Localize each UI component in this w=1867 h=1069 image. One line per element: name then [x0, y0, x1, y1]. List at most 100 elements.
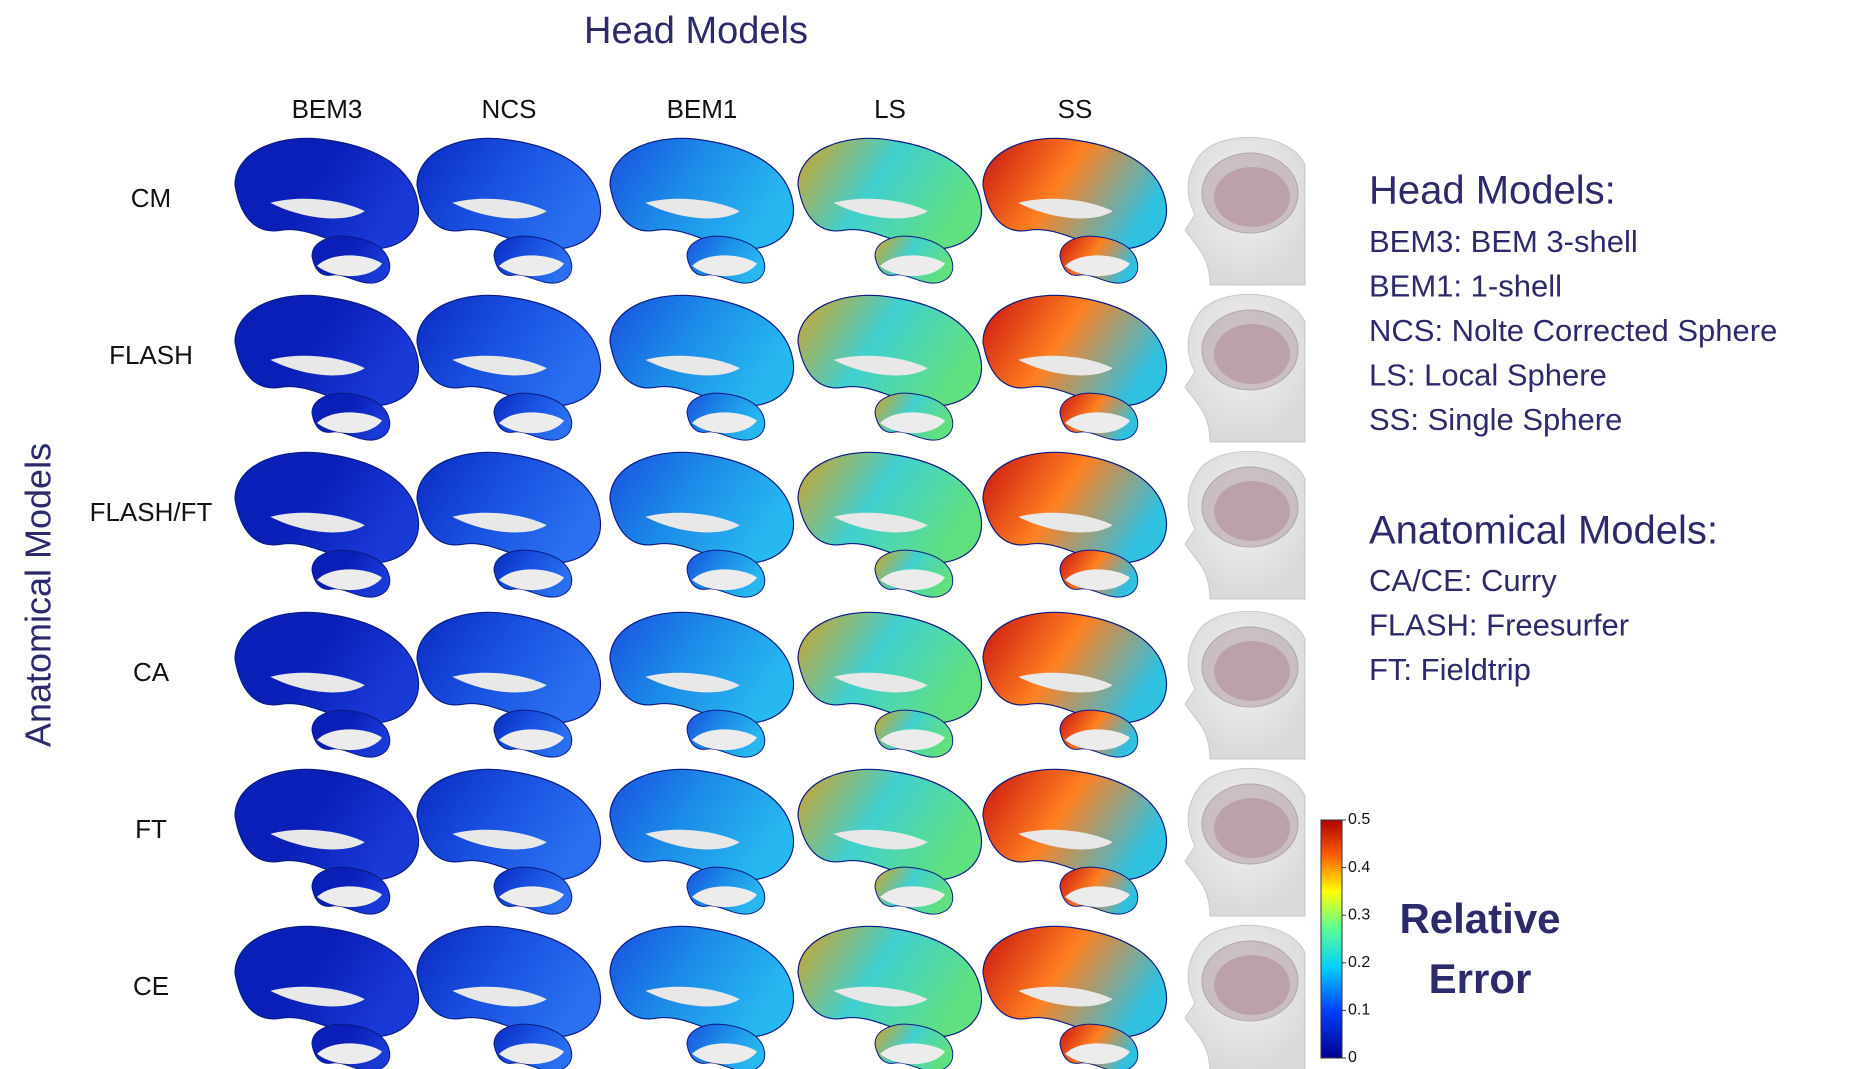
cortex [609, 451, 795, 564]
brain-lateral [609, 137, 795, 250]
brain-lateral [416, 451, 602, 564]
medial-wall [645, 198, 740, 219]
cortex [234, 611, 420, 724]
brain-lateral [797, 925, 983, 1038]
brain-lateral [416, 294, 602, 407]
brain-lateral [234, 611, 420, 724]
row-header: CE [133, 971, 169, 1001]
brain-lateral [982, 768, 1168, 881]
medial-wall [317, 886, 382, 908]
brain-lateral [234, 137, 420, 250]
brain-inner [1214, 798, 1290, 858]
medial-wall [833, 829, 928, 850]
medial-wall [880, 729, 945, 751]
legend-item: LS: Local Sphere [1369, 358, 1607, 393]
medial-wall [1065, 886, 1130, 908]
brain-medial [1059, 235, 1139, 284]
medial-wall [645, 986, 740, 1007]
brain-lateral [416, 137, 602, 250]
medial-wall [880, 569, 945, 591]
cortex [797, 137, 983, 250]
legend-item: FT: Fieldtrip [1369, 652, 1531, 687]
legend-item: BEM1: 1-shell [1369, 269, 1562, 304]
cortex [234, 451, 420, 564]
medial-wall [692, 886, 757, 908]
brain-lateral [609, 768, 795, 881]
brain-medial [874, 235, 954, 284]
medial-wall [833, 198, 928, 219]
brain-lateral [416, 768, 602, 881]
colorbar-tick-label: 0.3 [1348, 906, 1370, 923]
cortex [982, 137, 1168, 250]
brain-lateral [797, 451, 983, 564]
y-axis-label: Anatomical Models [18, 443, 59, 747]
medial-wall [317, 729, 382, 751]
medial-wall [499, 569, 564, 591]
brain-medial [311, 866, 391, 915]
medial-wall [499, 1043, 564, 1065]
medial-wall [270, 512, 365, 533]
brain-medial [493, 549, 573, 598]
row-header: FLASH/FT [90, 497, 213, 527]
brain-lateral [609, 925, 795, 1038]
medial-wall [1065, 569, 1130, 591]
brain-lateral [982, 451, 1168, 564]
medial-wall [317, 255, 382, 277]
brain-lateral [797, 768, 983, 881]
brain-inner [1214, 324, 1290, 384]
head-model [1184, 767, 1306, 917]
brain-medial [493, 866, 573, 915]
medial-wall [452, 512, 547, 533]
medial-wall [270, 355, 365, 376]
medial-wall [1018, 986, 1113, 1007]
cortex [982, 768, 1168, 881]
column-header: BEM1 [667, 94, 738, 124]
medial-wall [1018, 512, 1113, 533]
medial-wall [317, 1043, 382, 1065]
brain-medial [686, 549, 766, 598]
medial-wall [880, 886, 945, 908]
row-header: FT [135, 814, 167, 844]
brain-lateral [982, 611, 1168, 724]
cortex [416, 768, 602, 881]
legend-heading: Anatomical Models: [1369, 509, 1718, 553]
medial-wall [317, 412, 382, 434]
medial-wall [1018, 672, 1113, 693]
medial-wall [833, 672, 928, 693]
medial-wall [1065, 1043, 1130, 1065]
brain-inner [1214, 955, 1290, 1015]
brain-medial [493, 709, 573, 758]
medial-wall [1065, 412, 1130, 434]
medial-wall [317, 569, 382, 591]
brain-lateral [416, 925, 602, 1038]
brain-medial [874, 709, 954, 758]
row-header: FLASH [109, 340, 193, 370]
cortex [609, 925, 795, 1038]
brain-lateral [982, 925, 1168, 1038]
medial-wall [1018, 829, 1113, 850]
head-model [1184, 450, 1306, 600]
brain-medial [311, 709, 391, 758]
brain-medial [874, 549, 954, 598]
brain-medial [1059, 392, 1139, 441]
medial-wall [452, 672, 547, 693]
colorbar-label: Relative [1399, 895, 1560, 942]
title: Head Models [584, 10, 808, 52]
cortex [234, 137, 420, 250]
medial-wall [833, 986, 928, 1007]
legend-item: CA/CE: Curry [1369, 563, 1557, 598]
colorbar-tick-label: 0.5 [1348, 811, 1370, 828]
brain-medial [1059, 709, 1139, 758]
cortex [416, 611, 602, 724]
head-model [1184, 293, 1306, 443]
colorbar-label: Error [1429, 955, 1532, 1002]
brain-lateral [609, 611, 795, 724]
column-header: LS [874, 94, 906, 124]
medial-wall [645, 672, 740, 693]
brain-lateral [416, 611, 602, 724]
cortex [982, 451, 1168, 564]
brain-lateral [982, 294, 1168, 407]
brain-medial [311, 1023, 391, 1069]
cortex [234, 768, 420, 881]
